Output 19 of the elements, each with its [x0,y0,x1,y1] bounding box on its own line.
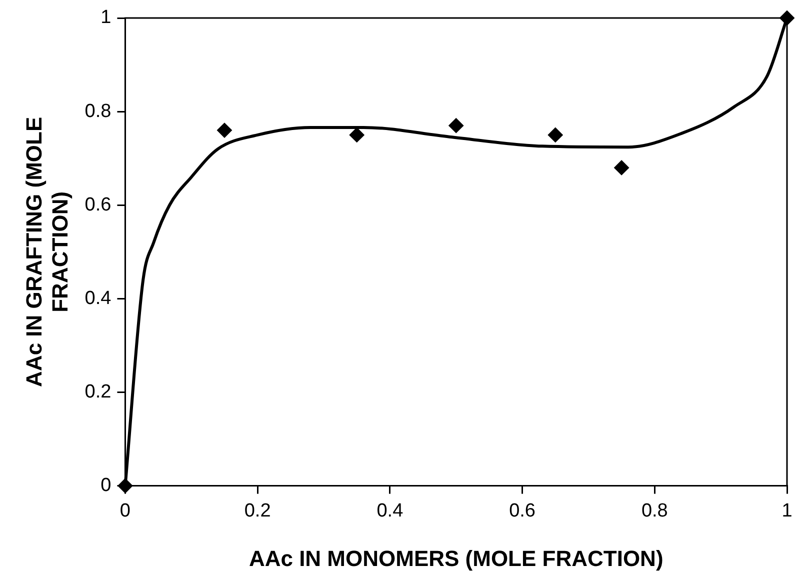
y-tick-label: 0.8 [84,100,112,122]
point [548,127,563,142]
x-tick-label: 0.8 [641,500,668,522]
y-axis-title: AAc IN GRAFTING (MOLE FRACTION) [21,116,73,387]
x-tick-label: 0.4 [376,500,404,522]
point [614,160,630,176]
y-tick-label: 0.6 [84,194,112,216]
y-tick-label: 0.2 [84,381,112,402]
y-tick-label: 0 [100,475,112,496]
point [349,127,364,142]
x-tick-label: 0 [120,500,130,522]
point [216,122,232,138]
y-tick-label: 0.4 [84,288,112,309]
x-tick-label: 1 [782,500,792,522]
x-axis-title: AAc IN MONOMERS (MOLE FRACTION) [248,546,664,571]
point [448,118,464,134]
x-tick-label: 0.6 [509,500,536,522]
y-tick-label: 1 [100,7,112,28]
x-tick-label: 0.2 [244,500,271,522]
